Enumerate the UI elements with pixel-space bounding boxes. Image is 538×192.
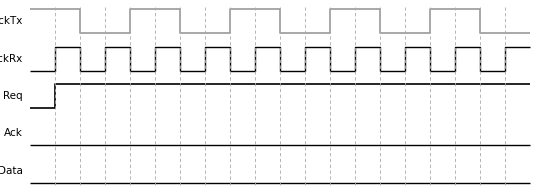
Text: Data: Data	[0, 166, 23, 176]
Text: Req: Req	[3, 91, 23, 101]
Text: clockTx: clockTx	[0, 16, 23, 26]
Text: clockRx: clockRx	[0, 54, 23, 64]
Text: Ack: Ack	[4, 128, 23, 138]
